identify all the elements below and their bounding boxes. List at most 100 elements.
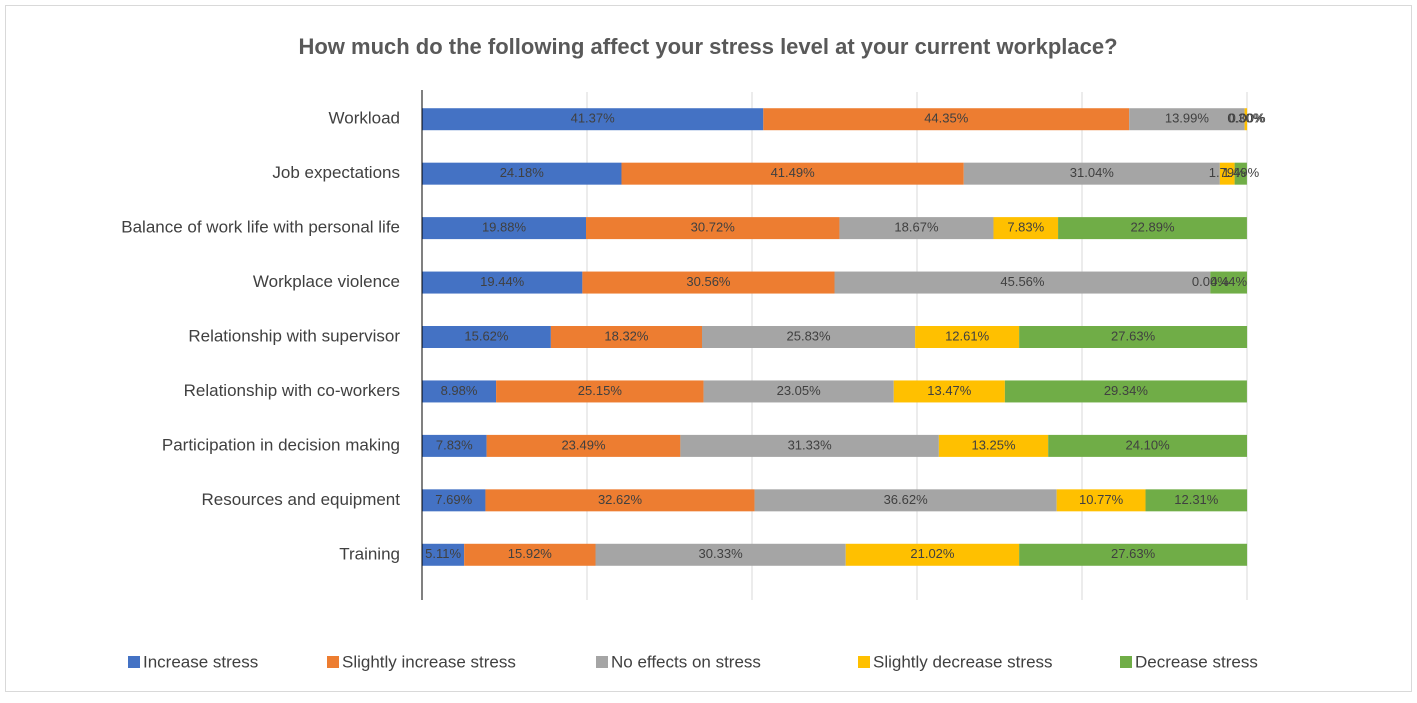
legend-swatch [858, 656, 870, 668]
value-label: 21.02% [910, 546, 955, 561]
bar-segment [754, 489, 1057, 512]
legend-label: Decrease stress [1135, 652, 1258, 671]
bar-segment [422, 434, 487, 457]
value-label: 27.63% [1111, 546, 1156, 561]
value-label: 15.92% [508, 546, 553, 561]
legend-swatch [596, 656, 608, 668]
value-label: 27.63% [1111, 328, 1156, 343]
value-label: 41.49% [771, 165, 816, 180]
bar-segment [486, 434, 681, 457]
value-label: 23.49% [561, 437, 606, 452]
category-label: Workplace violence [253, 272, 400, 291]
value-label: 18.32% [604, 328, 649, 343]
bar-segment [915, 326, 1020, 348]
value-label: 12.31% [1174, 492, 1219, 507]
value-label: 5.11% [425, 546, 461, 561]
category-label: Relationship with co-workers [184, 381, 400, 400]
bar-segment [702, 326, 916, 348]
value-label: 31.04% [1070, 165, 1115, 180]
value-label: 41.37% [571, 111, 616, 126]
category-label: Participation in decision making [162, 435, 400, 454]
value-label: 0.30% [1227, 111, 1264, 126]
legend-label: Increase stress [143, 652, 258, 671]
bar-segment [993, 217, 1059, 240]
value-label: 30.56% [686, 274, 731, 289]
value-label: 24.18% [500, 165, 545, 180]
bar-segment [582, 271, 835, 294]
bar-segment [1145, 489, 1248, 512]
bar-segment [464, 543, 596, 566]
bar-segment [963, 162, 1220, 185]
legend-swatch [128, 656, 140, 668]
bar-segment [1210, 271, 1247, 294]
value-label: 44.35% [924, 111, 969, 126]
value-label: 25.83% [787, 328, 832, 343]
bar-segment [422, 108, 764, 131]
value-label: 12.61% [945, 328, 990, 343]
category-label: Workload [329, 109, 401, 128]
bar-segment [938, 434, 1049, 457]
legend-label: Slightly increase stress [342, 652, 516, 671]
value-label: 0.00% [1229, 111, 1266, 126]
value-label: 1.49% [1222, 165, 1259, 180]
value-label: 29.34% [1104, 383, 1149, 398]
category-label: Balance of work life with personal life [121, 218, 400, 237]
value-label: 32.62% [598, 492, 643, 507]
bar-segment [595, 543, 846, 566]
bar-segment [621, 162, 964, 185]
bar-segment [586, 217, 840, 240]
legend-swatch [1120, 656, 1132, 668]
bar-segment [422, 489, 486, 512]
bar-segment [834, 271, 1211, 294]
category-label: Training [339, 544, 400, 563]
bar-segment [422, 271, 583, 294]
legend-label: No effects on stress [611, 652, 761, 671]
bar-segment [839, 217, 994, 240]
value-label: 10.77% [1079, 492, 1124, 507]
value-label: 31.33% [788, 437, 833, 452]
value-label: 45.56% [1000, 274, 1045, 289]
bar-segment [845, 543, 1020, 566]
bar-segment [1048, 434, 1247, 457]
value-label: 13.47% [927, 383, 972, 398]
bar-segment [703, 380, 894, 403]
category-label: Resources and equipment [202, 490, 401, 509]
value-label: 13.99% [1165, 111, 1210, 126]
value-label: 1.79% [1209, 165, 1246, 180]
bar-segment [422, 543, 465, 566]
bar-segment [422, 217, 587, 240]
legend-swatch [327, 656, 339, 668]
bar-segment [422, 162, 622, 185]
category-label: Relationship with supervisor [188, 326, 400, 345]
value-label: 36.62% [884, 492, 929, 507]
bar-segment [496, 380, 704, 403]
bar-segment [422, 326, 551, 348]
value-label: 23.05% [777, 383, 822, 398]
legend-label: Slightly decrease stress [873, 652, 1053, 671]
chart-title: How much do the following affect your st… [298, 34, 1117, 59]
bar-segment [422, 380, 497, 403]
bar-segment [1234, 162, 1247, 185]
bar-segment [893, 380, 1005, 403]
value-label: 30.33% [699, 546, 744, 561]
bar-segment [1058, 217, 1247, 240]
bar-segment [1019, 326, 1248, 348]
bar-segment [763, 108, 1130, 131]
bar-segment [1244, 108, 1248, 131]
bar-segment [1129, 108, 1245, 131]
value-label: 15.62% [464, 328, 509, 343]
value-label: 4.44% [1210, 274, 1247, 289]
value-label: 13.25% [971, 437, 1016, 452]
value-label: 25.15% [578, 383, 623, 398]
value-label: 0.00% [1192, 274, 1229, 289]
value-label: 22.89% [1130, 220, 1175, 235]
value-label: 24.10% [1126, 437, 1171, 452]
bar-segment [1004, 380, 1247, 403]
bar-segment [1056, 489, 1146, 512]
bar-segment [550, 326, 703, 348]
bar-segment [1019, 543, 1248, 566]
value-label: 18.67% [894, 220, 939, 235]
value-label: 19.44% [480, 274, 525, 289]
value-label: 19.88% [482, 220, 527, 235]
